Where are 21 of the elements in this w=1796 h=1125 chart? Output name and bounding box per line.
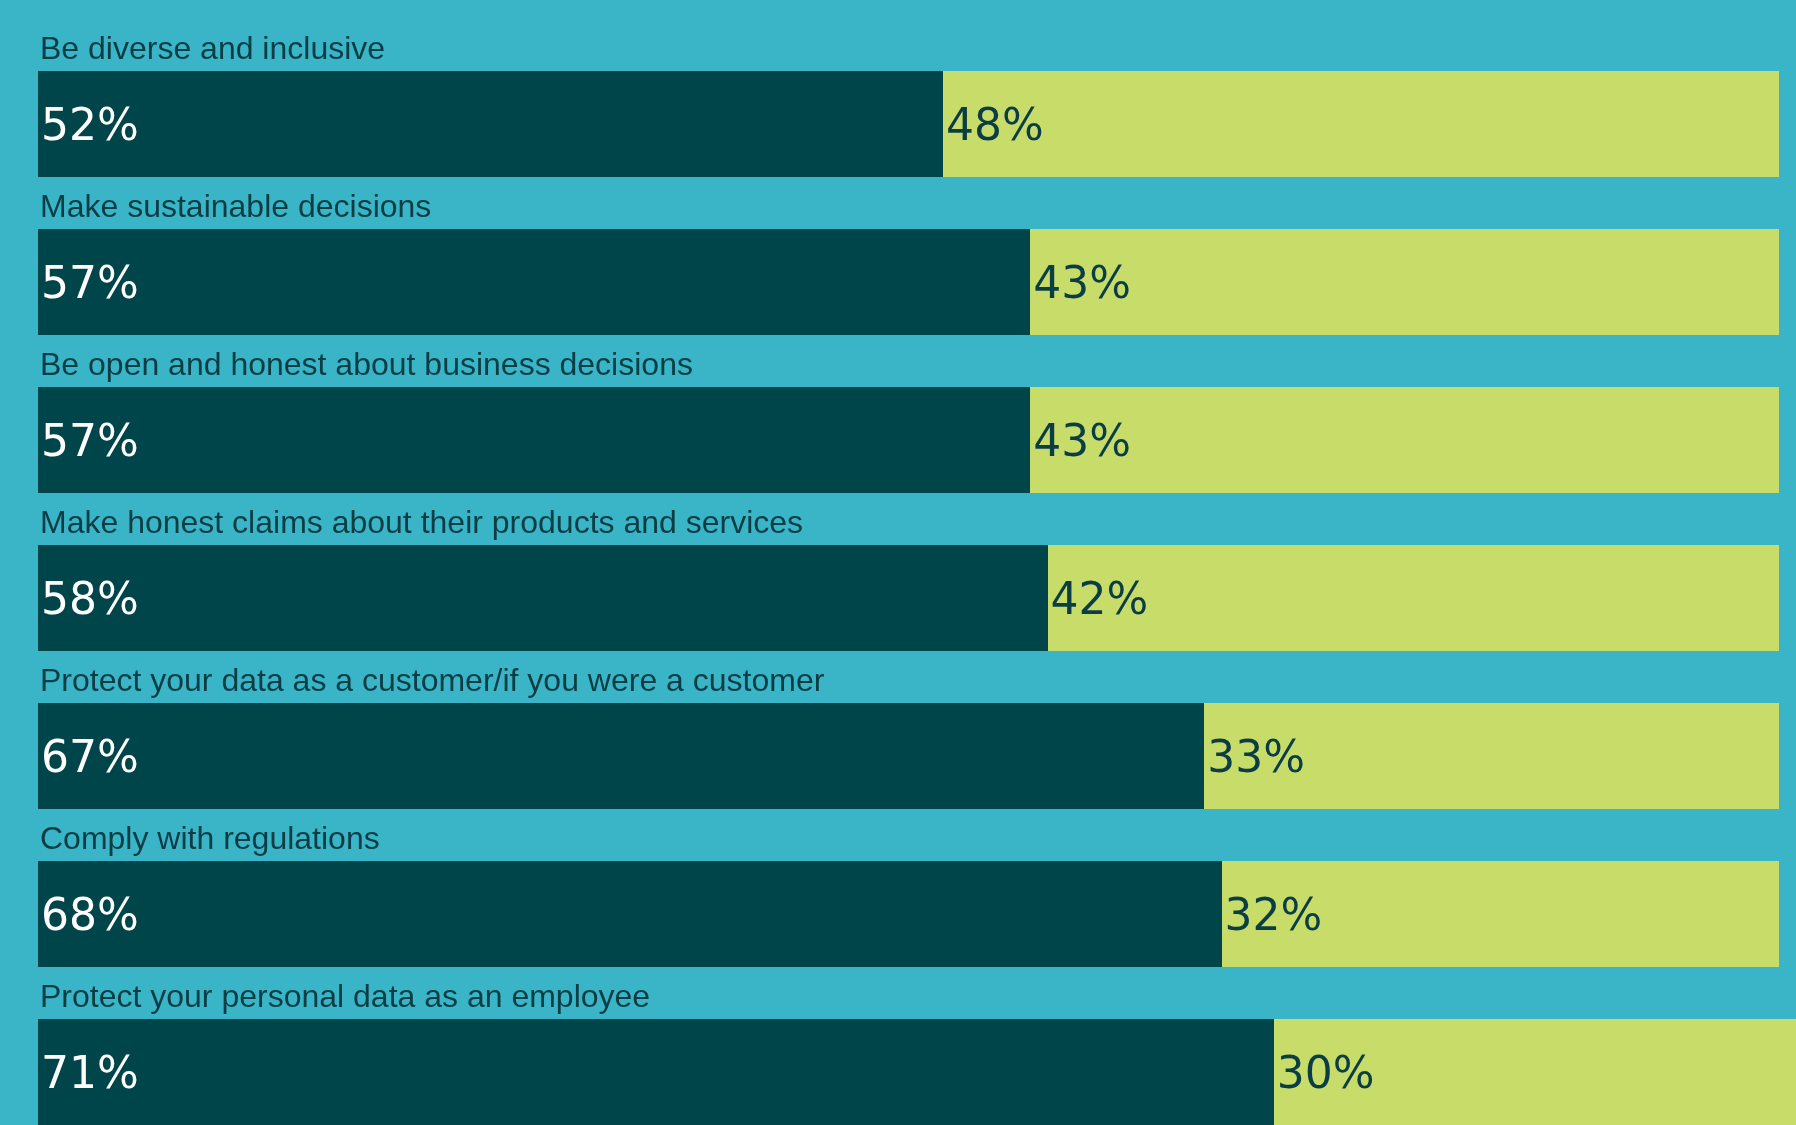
data-label: 57% [41,414,139,466]
y-tick-label: Be open and honest about business decisions [40,346,693,382]
y-tick-label: Be diverse and inclusive [40,30,386,66]
y-tick-label: Make sustainable decisions [40,188,432,224]
data-label: 30% [1276,1046,1375,1098]
y-tick-label: Protect your data as a customer/if you were a customer [40,662,825,698]
data-label: 57% [41,256,139,308]
data-label: 42% [1050,572,1149,624]
data-label: 48% [946,98,1044,150]
data-label: 71% [41,1046,139,1098]
data-label: 58% [41,572,139,624]
y-tick-label: Comply with regulations [40,820,380,856]
y-tick-label: Make honest claims about their products and services [40,504,804,540]
data-label: 33% [1207,730,1305,782]
data-label: 67% [41,730,139,782]
data-label: 43% [1033,256,1131,308]
y-tick-label: Protect your personal data as an employee [40,978,651,1014]
data-label: 52% [41,98,139,150]
data-label: 68% [41,888,139,940]
data-label: 32% [1224,888,1323,940]
data-label: 43% [1033,414,1131,466]
